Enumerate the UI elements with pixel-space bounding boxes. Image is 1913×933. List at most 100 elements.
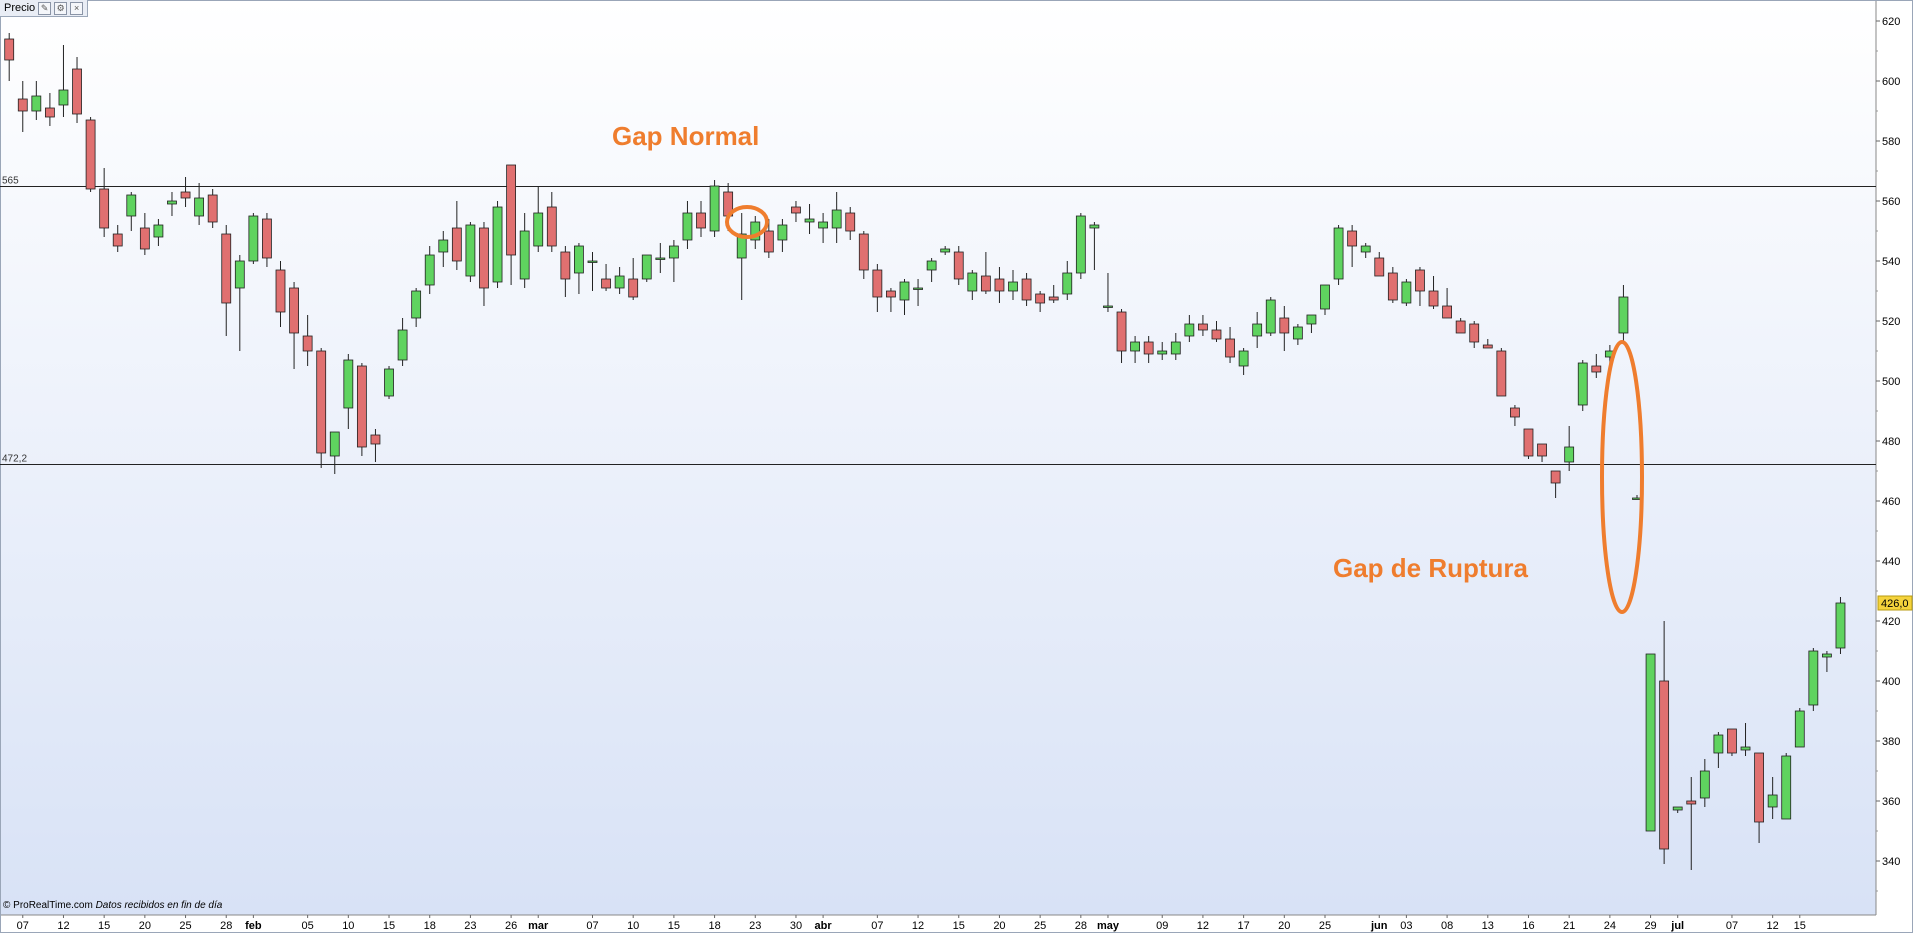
- footer-credit: © ProRealTime.com Datos recibidos en fin…: [3, 900, 222, 911]
- candle: [601, 264, 611, 291]
- candle-body: [1455, 320, 1466, 334]
- candle-body: [1075, 215, 1086, 274]
- candle: [1320, 284, 1330, 315]
- candle-body: [1727, 728, 1737, 754]
- close-icon[interactable]: ×: [70, 1, 84, 15]
- candle-body: [1428, 290, 1439, 307]
- candle-body: [1062, 272, 1073, 295]
- candle: [1781, 753, 1792, 820]
- candle: [180, 177, 191, 207]
- candle-body: [479, 227, 489, 289]
- candle-body: [696, 212, 706, 229]
- time-day-label: 12: [1767, 920, 1779, 932]
- candle-body: [967, 272, 978, 292]
- last-price-label: 426,0: [1881, 598, 1909, 610]
- price-tick-label: 580: [1882, 136, 1900, 148]
- candle: [1048, 285, 1059, 303]
- candle: [316, 348, 327, 468]
- candle: [1374, 252, 1385, 277]
- candle: [58, 45, 69, 117]
- time-day-label: 26: [505, 920, 517, 932]
- candle-body: [1048, 296, 1059, 301]
- price-tick-label: 600: [1882, 76, 1900, 88]
- candle-body: [1008, 281, 1018, 292]
- candle-body: [1442, 305, 1452, 319]
- candle-body: [194, 197, 205, 217]
- candle: [1537, 443, 1547, 462]
- candle: [153, 219, 164, 246]
- time-day-label: 15: [98, 920, 110, 932]
- candle: [682, 201, 693, 249]
- wrench-icon[interactable]: ✎: [38, 1, 52, 15]
- indicator-tab[interactable]: Precio ✎ ⚙ ×: [0, 0, 89, 17]
- time-day-label: 25: [1319, 920, 1331, 932]
- candle: [1618, 285, 1629, 342]
- candle-body: [546, 206, 557, 247]
- candle: [126, 192, 137, 231]
- candle-body: [886, 290, 896, 298]
- candle-body: [275, 269, 286, 313]
- time-day-label: 03: [1400, 920, 1412, 932]
- candle-body: [533, 212, 544, 247]
- candle: [696, 201, 706, 237]
- candle-body: [641, 254, 652, 280]
- time-day-label: 20: [1278, 920, 1290, 932]
- candle: [1306, 314, 1317, 333]
- candle-body: [899, 281, 910, 301]
- candle-body: [248, 215, 259, 262]
- candle-body: [1794, 710, 1805, 748]
- time-day-label: 23: [749, 920, 761, 932]
- candle: [1279, 306, 1290, 351]
- candle: [1075, 213, 1086, 279]
- gear-icon[interactable]: ⚙: [54, 1, 68, 15]
- candle-body: [1618, 296, 1629, 334]
- candle-body: [1021, 278, 1032, 301]
- candle: [1292, 324, 1303, 345]
- candle: [886, 288, 896, 312]
- price-tick-label: 360: [1882, 796, 1900, 808]
- candle-body: [750, 221, 761, 241]
- candle: [587, 252, 598, 291]
- candle: [424, 246, 435, 294]
- candle: [262, 213, 272, 267]
- footer-note: Datos recibidos en fin de día: [95, 900, 223, 911]
- candle: [1550, 470, 1561, 498]
- candle: [1347, 225, 1358, 267]
- last-price-badge: [1877, 595, 1913, 611]
- candle-body: [1387, 272, 1398, 301]
- candle: [614, 267, 625, 294]
- candle: [302, 315, 313, 366]
- candle-body: [1550, 470, 1561, 484]
- candle: [1564, 426, 1575, 471]
- candle-body: [1306, 314, 1317, 325]
- candle-body: [356, 365, 367, 448]
- candle-body: [85, 119, 96, 190]
- candle-body: [1401, 281, 1412, 304]
- time-day-label: 15: [953, 920, 965, 932]
- time-day-label: 24: [1604, 920, 1616, 932]
- candle: [479, 222, 489, 306]
- candle-body: [574, 245, 584, 274]
- candle: [913, 279, 923, 306]
- candle: [1333, 225, 1344, 285]
- candle: [1672, 806, 1683, 813]
- candle: [709, 180, 720, 237]
- candle: [1659, 621, 1670, 864]
- candle: [791, 201, 801, 222]
- candle: [1645, 653, 1656, 832]
- candle: [234, 255, 245, 351]
- candle-body: [926, 260, 937, 271]
- candle-body: [628, 278, 639, 298]
- hline-label-0: 565: [2, 176, 19, 187]
- candle: [872, 264, 883, 312]
- candle: [763, 219, 774, 258]
- candle-body: [1510, 407, 1520, 418]
- time-day-label: 28: [220, 920, 232, 932]
- candle-body: [791, 206, 801, 214]
- candle-body: [207, 194, 218, 223]
- candle-body: [1347, 230, 1358, 247]
- candle: [1808, 648, 1819, 711]
- candle-body: [1754, 752, 1764, 823]
- time-day-label: 23: [464, 920, 476, 932]
